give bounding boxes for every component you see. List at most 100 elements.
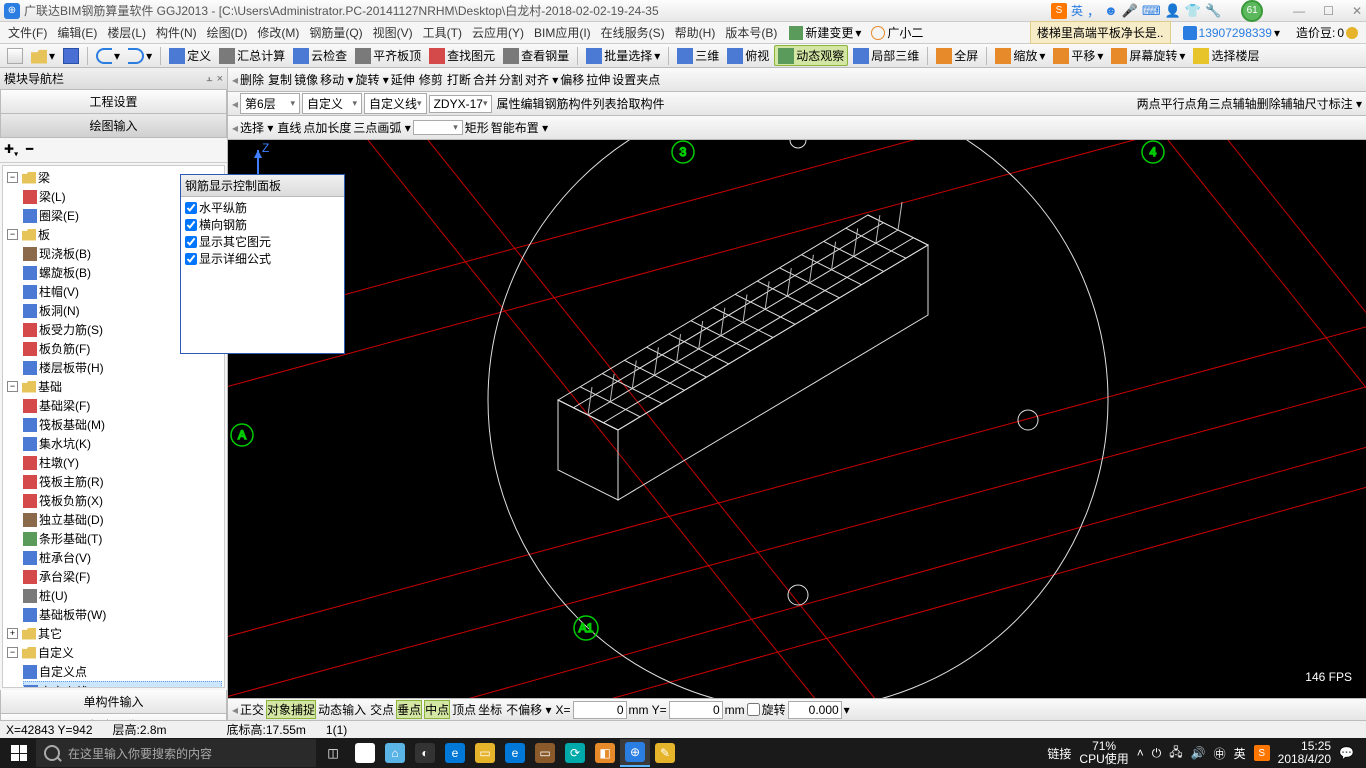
edit-旋转[interactable]: 旋转 ▾ [355,71,388,88]
menu-item[interactable]: 编辑(E) [53,22,101,43]
rebar-display-option[interactable]: 显示详细公式 [185,250,340,267]
x-field[interactable]: 0 [573,701,627,719]
edit-拉伸[interactable]: 拉伸 [586,71,610,88]
tray-ime2-icon[interactable]: 英 [1234,745,1246,762]
snap-坐标[interactable]: 坐标 [478,701,502,718]
menu-item[interactable]: 修改(M) [253,22,303,43]
toolbar-汇总计算[interactable]: 汇总计算 [216,46,288,65]
toolbar-查找图元[interactable]: 查找图元 [426,46,498,65]
undo-button[interactable]: ▾ [93,47,123,65]
tree-item[interactable]: 基础梁(F) [23,396,222,415]
menu-item[interactable]: 工具(T) [419,22,466,43]
aux-点角[interactable]: 点角 [1185,97,1209,111]
panel-close-icon[interactable]: × [217,73,223,85]
toolbar-平齐板顶[interactable]: 平齐板顶 [352,46,424,65]
ime-mic-icon[interactable]: 🎤 [1122,3,1138,19]
tree-item[interactable]: 桩(U) [23,586,222,605]
ctx-拾取构件[interactable]: 拾取构件 [617,97,665,111]
ime-shirt-icon[interactable]: 👕 [1185,3,1201,19]
taskbar-app[interactable]: ◐ [410,739,440,767]
toolbar-俯视[interactable]: 俯视 [724,46,772,65]
beans-display[interactable]: 造价豆:0 [1292,23,1362,42]
panel-pin-icon[interactable]: ⫠ [206,72,213,85]
ctx-属性[interactable]: 属性 [496,97,520,111]
edit-分割[interactable]: 分割 [499,71,523,88]
menu-item[interactable]: BIM应用(I) [530,22,595,43]
menu-item[interactable]: 楼层(L) [103,22,150,43]
menu-item[interactable]: 钢筋量(Q) [305,22,366,43]
taskbar-app[interactable]: ▭ [470,739,500,767]
ctx-编辑钢筋[interactable]: 编辑钢筋 [520,97,568,111]
tree-group[interactable]: + 其它 [7,624,222,643]
ime-smile-icon[interactable]: ☻ [1104,3,1118,18]
open-button[interactable]: ▾ [28,47,58,65]
code-select[interactable]: ZDYX-17▾ [429,95,493,113]
tree-group[interactable]: − 自定义 [7,643,222,662]
edit-删除[interactable]: 删除 [240,71,264,88]
rotate-check[interactable] [747,703,760,716]
edit-合并[interactable]: 合并 [473,71,497,88]
menu-item[interactable]: 构件(N) [152,22,201,43]
toolbar-全屏[interactable]: 全屏 [933,46,981,65]
aux-删除辅轴[interactable]: 删除辅轴 [1257,97,1305,111]
toolbar-缩放[interactable]: 缩放 ▾ [992,46,1048,65]
aux-两点[interactable]: 两点 [1137,97,1161,111]
rebar-display-option[interactable]: 横向钢筋 [185,216,340,233]
toolbar-定义[interactable]: 定义 [166,46,214,65]
tree-item[interactable]: 集水坑(K) [23,434,222,453]
menu-item[interactable]: 文件(F) [4,22,51,43]
hint-prompt[interactable]: 楼梯里高端平板净长是.. [1030,21,1171,44]
ime-kbd-icon[interactable]: ⌨ [1142,3,1161,19]
taskbar-search[interactable]: 在这里输入你要搜索的内容 [36,739,316,767]
toolbar-动态观察[interactable]: 动态观察 [774,45,848,66]
minimize-button[interactable]: — [1293,4,1305,18]
tree-item[interactable]: 筏板负筋(X) [23,491,222,510]
taskbar-app[interactable]: e [440,739,470,767]
new-change-button[interactable]: 新建变更 ▾ [785,23,865,42]
snap-交点[interactable]: 交点 [370,701,394,718]
edit-偏移[interactable]: 偏移 [560,71,584,88]
ctx-构件列表[interactable]: 构件列表 [569,97,617,111]
cpu-meter[interactable]: 71%CPU使用 [1079,740,1128,766]
snap-垂点[interactable]: 垂点 [396,700,422,719]
tree-item[interactable]: 自定义点 [23,662,222,681]
tree-item[interactable]: 柱墩(Y) [23,453,222,472]
taskbar-app[interactable]: e [500,739,530,767]
tree-item[interactable]: 承台梁(F) [23,567,222,586]
toolbar-批量选择[interactable]: 批量选择 ▾ [583,46,663,65]
checkbox[interactable] [185,236,197,248]
aux-平行[interactable]: 平行 [1161,97,1185,111]
checkbox[interactable] [185,253,197,265]
tab-project-settings[interactable]: 工程设置 [0,90,227,114]
close-button[interactable]: ✕ [1352,4,1362,18]
y-field[interactable]: 0 [669,701,723,719]
tree-item[interactable]: 桩承台(V) [23,548,222,567]
tray-ime1-icon[interactable]: ㊥ [1214,745,1226,762]
rebar-display-option[interactable]: 水平纵筋 [185,199,340,216]
snap-对象捕捉[interactable]: 对象捕捉 [266,700,316,719]
taskbar-app[interactable]: ◧ [590,739,620,767]
rebar-display-panel[interactable]: 钢筋显示控制面板 水平纵筋 横向钢筋 显示其它图元 显示详细公式 [180,174,345,354]
ime-bar[interactable]: S 英 ， ☻ 🎤 ⌨ 👤 👕 🔧 [1051,1,1221,20]
draw-color-select[interactable]: ▾ [413,120,463,135]
taskbar-clock[interactable]: 15:252018/4/20 [1278,740,1331,766]
ime-lang[interactable]: 英 [1071,2,1083,19]
draw-三点画弧[interactable]: 三点画弧 ▾ [353,119,410,136]
taskbar-app[interactable]: ▭ [530,739,560,767]
account-button[interactable]: 13907298339 ▾ [1179,25,1284,41]
menu-item[interactable]: 视图(V) [369,22,417,43]
toolbar-三维[interactable]: 三维 [674,46,722,65]
draw-矩形[interactable]: 矩形 [465,119,489,136]
menu-item[interactable]: 云应用(Y) [468,22,528,43]
ime-opt-icon[interactable]: ， [1087,1,1100,20]
aux-三点辅轴[interactable]: 三点辅轴 [1209,97,1257,111]
tree-item[interactable]: 自定义线(X) NEW [23,681,222,688]
start-button[interactable] [4,739,34,767]
taskbar-app[interactable]: ⟳ [560,739,590,767]
user-button[interactable]: 广小二 [867,23,927,42]
menu-item[interactable]: 在线服务(S) [597,22,669,43]
tray-sogou-icon[interactable]: S [1254,745,1270,761]
tray-network-icon[interactable]: 🖧 [1169,743,1182,764]
maximize-button[interactable]: ☐ [1323,4,1334,18]
draw-点加长度[interactable]: 点加长度 [303,119,351,136]
